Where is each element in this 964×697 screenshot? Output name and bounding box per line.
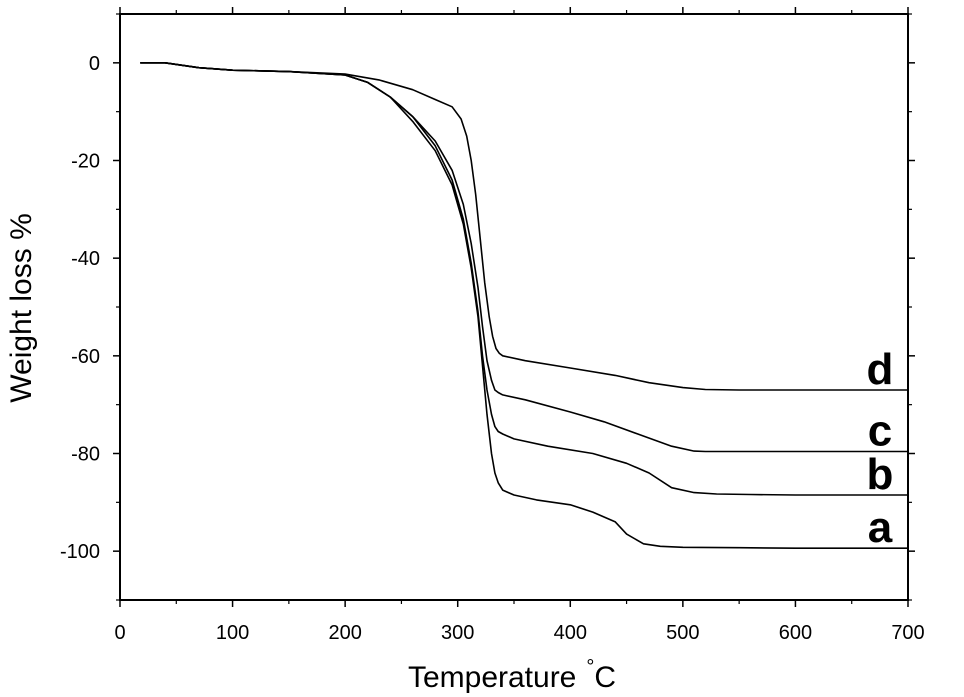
x-tick-label: 500	[666, 622, 699, 644]
axis-ticks: 0 100 200 300 400 500 600 700 0 -20 -40 -60 -80 -100	[60, 7, 925, 644]
x-tick-label: 700	[891, 622, 924, 644]
x-tick-label: 100	[216, 622, 249, 644]
curve-d	[140, 61, 908, 391]
y-tick-label: -100	[60, 541, 100, 563]
y-tick-label: -60	[71, 346, 100, 368]
x-tick-label: 0	[114, 622, 125, 644]
x-tick-label: 300	[441, 622, 474, 644]
curve-c	[140, 61, 908, 453]
y-tick-label: -40	[71, 248, 100, 270]
x-axis-unit-c: C	[594, 661, 616, 694]
x-axis-title: Temperature °C	[408, 656, 616, 694]
curve-label-a: a	[868, 503, 893, 552]
curves-layer	[140, 61, 908, 550]
x-tick-label: 400	[554, 622, 587, 644]
x-tick-label: 600	[779, 622, 812, 644]
curve-label-b: b	[867, 450, 894, 499]
x-axis-unit-degree: °	[586, 656, 594, 678]
x-tick-label: 200	[328, 622, 361, 644]
curve-b	[140, 61, 908, 496]
plot-frame	[119, 13, 909, 601]
y-axis-title: Weight loss %	[5, 213, 38, 403]
curve-label-c: c	[868, 407, 892, 456]
curve-a	[140, 61, 908, 550]
y-tick-label: -20	[71, 151, 100, 173]
curve-label-d: d	[867, 345, 894, 394]
y-tick-label: 0	[89, 53, 100, 75]
y-tick-label: -80	[71, 444, 100, 466]
